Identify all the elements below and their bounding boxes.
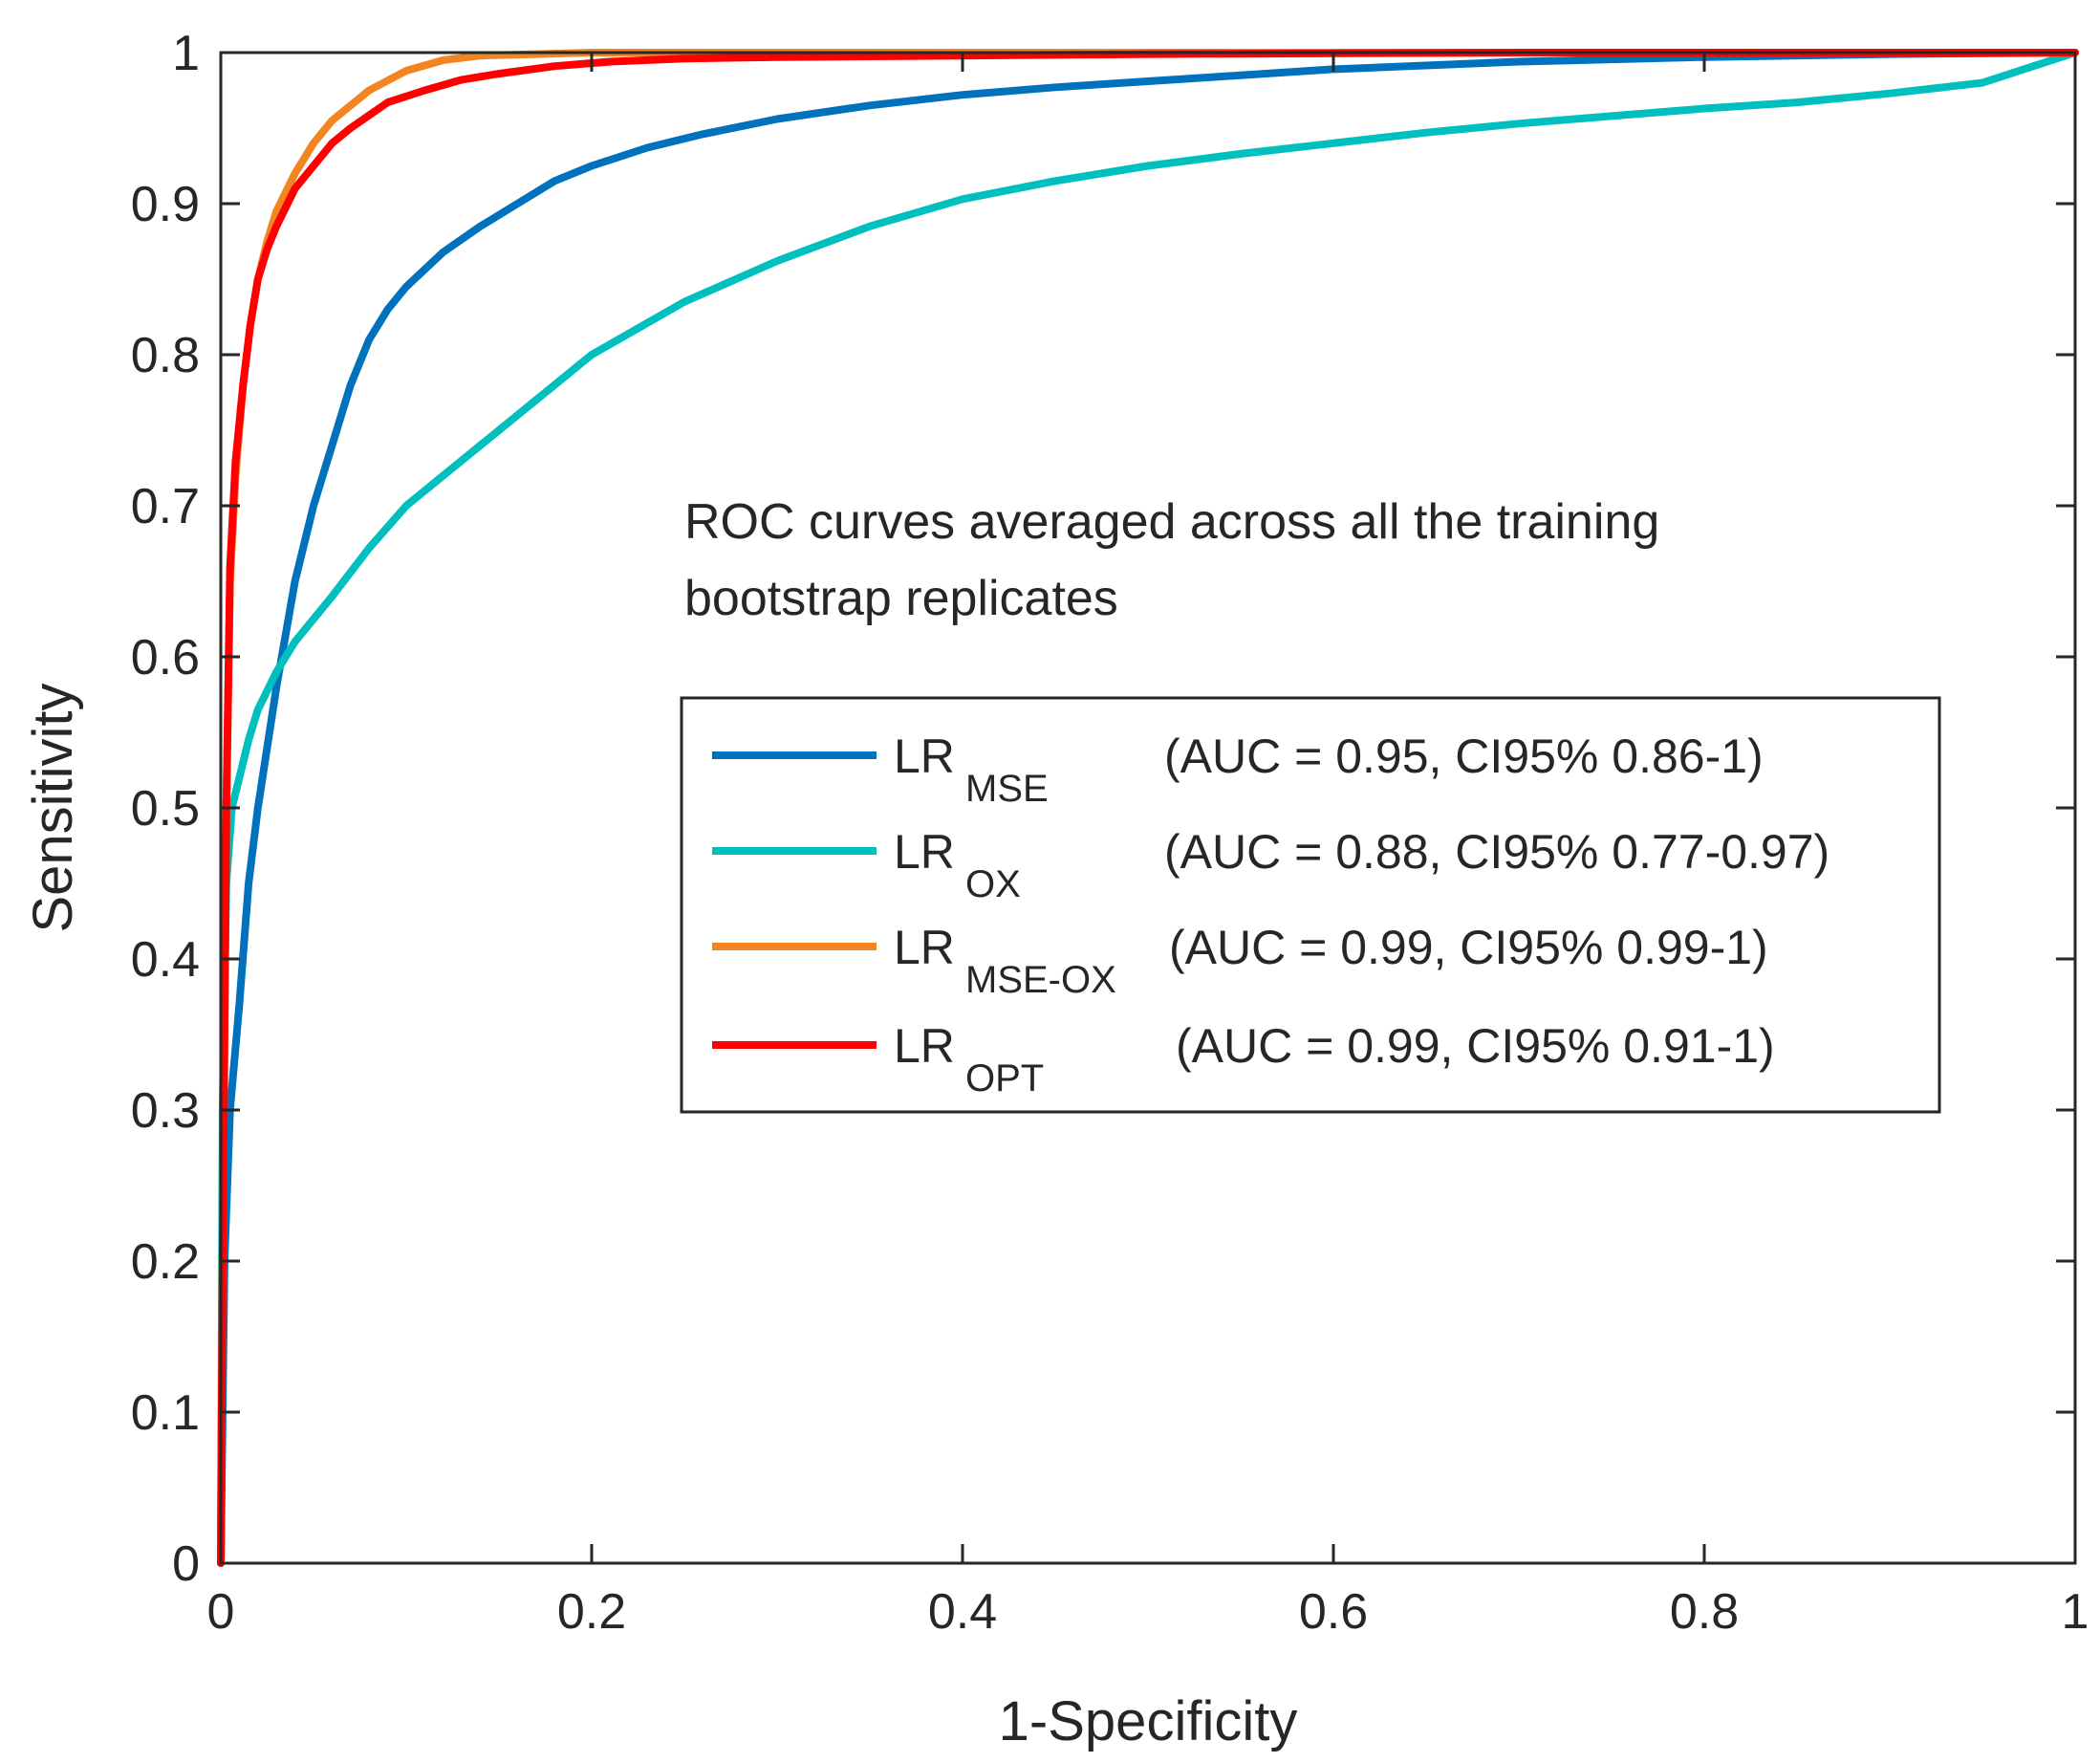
axis-ticks: 0 0.2 0.4 0.6 0.8 1 0 0.1 0.2 0.3 0.4 0.5 0.6 0.7 0.8 0… — [131, 26, 2089, 1640]
legend-box — [680, 696, 1941, 1114]
x-tick-label: 1 — [2062, 1584, 2089, 1640]
legend-subscript: MSE — [965, 768, 1049, 810]
x-tick-label: 0.8 — [1670, 1584, 1739, 1640]
legend-subscript: MSE-OX — [965, 959, 1116, 1001]
y-axis-label: Sensitivity — [22, 683, 84, 932]
legend-stats: (AUC = 0.95, CI95% 0.86-1) — [1164, 729, 1764, 783]
y-tick-label: 0 — [172, 1536, 200, 1592]
y-tick-label: 0.8 — [131, 328, 200, 383]
curves-layer — [217, 49, 2079, 1567]
x-axis-label: 1-Specificity — [999, 1690, 1298, 1752]
legend-stats: (AUC = 0.88, CI95% 0.77-0.97) — [1164, 825, 1829, 879]
legend-label: LR — [894, 921, 955, 974]
legend-label: LR — [894, 825, 955, 879]
y-tick-label: 0.6 — [131, 630, 200, 686]
series-line-mse — [217, 49, 2079, 1567]
y-tick-label: 0.7 — [131, 479, 200, 534]
annotation-line-1: ROC curves averaged across all the train… — [684, 494, 1659, 550]
legend-label: LR — [894, 1019, 955, 1073]
y-tick-label: 0.4 — [131, 932, 200, 988]
legend-stats: (AUC = 0.99, CI95% 0.91-1) — [1176, 1019, 1775, 1073]
y-tick-label: 0.5 — [131, 781, 200, 837]
x-tick-label: 0.4 — [928, 1584, 997, 1640]
legend-label: LR — [894, 729, 955, 783]
y-tick-label: 0.2 — [131, 1234, 200, 1290]
x-tick-label: 0.6 — [1299, 1584, 1368, 1640]
y-tick-label: 0.3 — [131, 1083, 200, 1139]
legend-stats: (AUC = 0.99, CI95% 0.99-1) — [1169, 921, 1768, 974]
legend-subscript: OX — [965, 863, 1021, 905]
y-tick-label: 1 — [172, 26, 200, 81]
series-line-ox — [217, 49, 2079, 1567]
x-tick-label: 0.2 — [557, 1584, 626, 1640]
y-tick-label: 0.9 — [131, 177, 200, 232]
legend-subscript: OPT — [965, 1057, 1044, 1099]
series-line-opt — [217, 49, 2079, 1567]
y-tick-label: 0.1 — [131, 1385, 200, 1441]
annotation: ROC curves averaged across all the train… — [684, 494, 1659, 626]
annotation-line-2: bootstrap replicates — [684, 571, 1118, 626]
x-tick-label: 0 — [207, 1584, 235, 1640]
